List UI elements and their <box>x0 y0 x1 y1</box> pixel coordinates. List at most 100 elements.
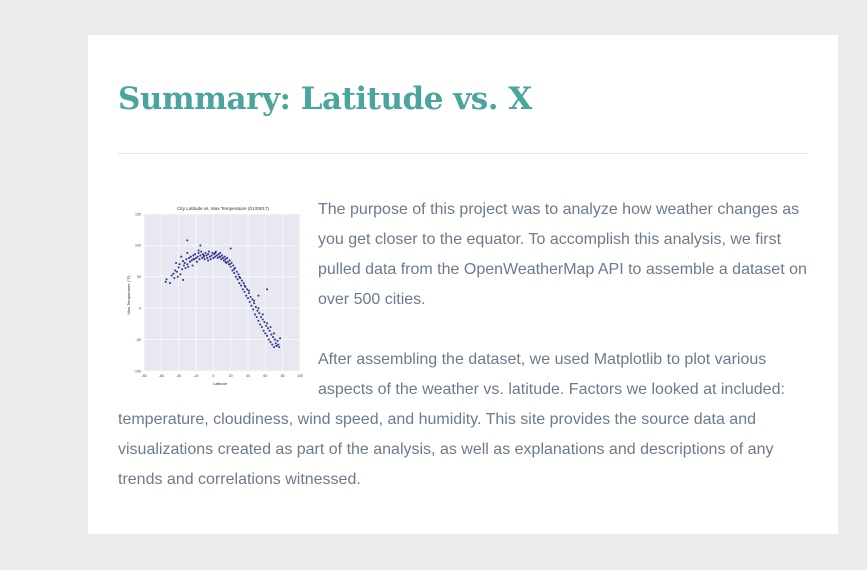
data-point <box>220 258 223 261</box>
divider <box>118 153 808 154</box>
data-point <box>217 253 220 256</box>
data-point <box>266 322 269 325</box>
y-tick-label: 150 <box>135 212 141 216</box>
data-point <box>205 254 208 257</box>
data-point <box>259 323 262 326</box>
data-point <box>231 269 234 272</box>
data-point <box>247 292 250 295</box>
data-point <box>236 278 239 281</box>
data-point <box>219 251 222 254</box>
data-point <box>194 253 197 256</box>
data-point <box>237 273 240 276</box>
data-point <box>241 288 244 291</box>
data-point <box>240 279 243 282</box>
data-point <box>243 284 246 287</box>
data-point <box>206 256 209 260</box>
data-point <box>178 263 181 266</box>
data-point <box>246 288 249 291</box>
data-point <box>263 320 266 324</box>
page-title: Summary: Latitude vs. X <box>118 81 532 117</box>
data-point <box>253 302 256 305</box>
data-point <box>204 251 207 254</box>
x-tick-label: -20 <box>193 374 198 378</box>
x-tick-label: 40 <box>246 374 250 378</box>
data-point <box>192 254 195 257</box>
data-point <box>200 250 203 253</box>
x-tick-label: 0 <box>212 374 214 378</box>
data-point <box>219 255 222 258</box>
data-point <box>179 273 182 276</box>
x-tick-label: -80 <box>141 374 146 378</box>
data-point <box>245 294 248 297</box>
data-point <box>260 325 263 329</box>
data-point <box>199 244 202 247</box>
data-point <box>248 300 251 303</box>
data-point <box>175 270 178 273</box>
data-point <box>216 256 219 260</box>
data-point <box>173 277 176 280</box>
data-point <box>181 268 184 271</box>
data-point <box>188 260 191 263</box>
data-point <box>238 275 241 278</box>
data-point <box>238 282 241 285</box>
data-point <box>207 250 211 253</box>
data-point <box>188 256 191 260</box>
latitude-temperature-chart[interactable]: City Latitude vs. Max Temperature (01/08… <box>118 195 308 387</box>
data-point <box>174 269 177 272</box>
data-point <box>183 261 186 265</box>
data-point <box>275 344 278 347</box>
summary-body: City Latitude vs. Max Temperature (01/08… <box>118 195 813 495</box>
data-point <box>176 275 179 278</box>
data-point <box>257 294 260 297</box>
x-tick-label: 100 <box>297 374 303 378</box>
data-point <box>265 324 268 327</box>
chart-xlabel: Latitude <box>213 381 228 386</box>
data-point <box>229 265 232 268</box>
data-point <box>186 263 189 266</box>
data-point <box>268 329 271 332</box>
data-point <box>249 295 252 298</box>
data-point <box>207 253 210 256</box>
data-point <box>255 315 258 319</box>
y-tick-label: 0 <box>139 307 141 311</box>
data-point <box>228 263 231 266</box>
data-point <box>274 342 277 345</box>
data-point <box>223 255 226 258</box>
data-point <box>222 259 225 262</box>
data-point <box>257 307 260 310</box>
data-point <box>185 258 188 261</box>
data-point <box>172 272 175 275</box>
data-point <box>165 278 168 281</box>
plot-area <box>144 214 300 371</box>
data-point <box>253 313 256 316</box>
data-point <box>258 312 261 315</box>
data-point <box>256 309 259 312</box>
data-point <box>229 247 232 250</box>
data-point <box>273 338 276 341</box>
data-point <box>277 343 280 346</box>
chart-ylabel: Max Temperature (°F) <box>126 275 131 315</box>
data-point <box>266 288 269 291</box>
summary-card: Summary: Latitude vs. X City Latitude vs… <box>88 35 838 534</box>
data-point <box>181 260 185 263</box>
data-point <box>208 255 211 258</box>
data-point <box>269 325 272 329</box>
x-tick-label: 20 <box>229 374 233 378</box>
data-point <box>189 255 192 258</box>
data-point <box>191 264 194 267</box>
data-point <box>224 258 227 261</box>
data-point <box>226 256 229 260</box>
data-point <box>170 274 173 277</box>
summary-paragraph-1: The purpose of this project was to analy… <box>318 201 807 308</box>
data-point <box>278 346 281 349</box>
data-point <box>177 266 180 269</box>
data-point <box>250 304 253 307</box>
data-point <box>168 282 172 285</box>
data-point <box>262 329 265 332</box>
data-point <box>210 254 213 257</box>
data-point <box>266 334 269 337</box>
data-point <box>272 346 276 349</box>
data-point <box>215 254 218 257</box>
chart-title: City Latitude vs. Max Temperature (01/08… <box>177 206 269 211</box>
data-point <box>190 259 193 262</box>
